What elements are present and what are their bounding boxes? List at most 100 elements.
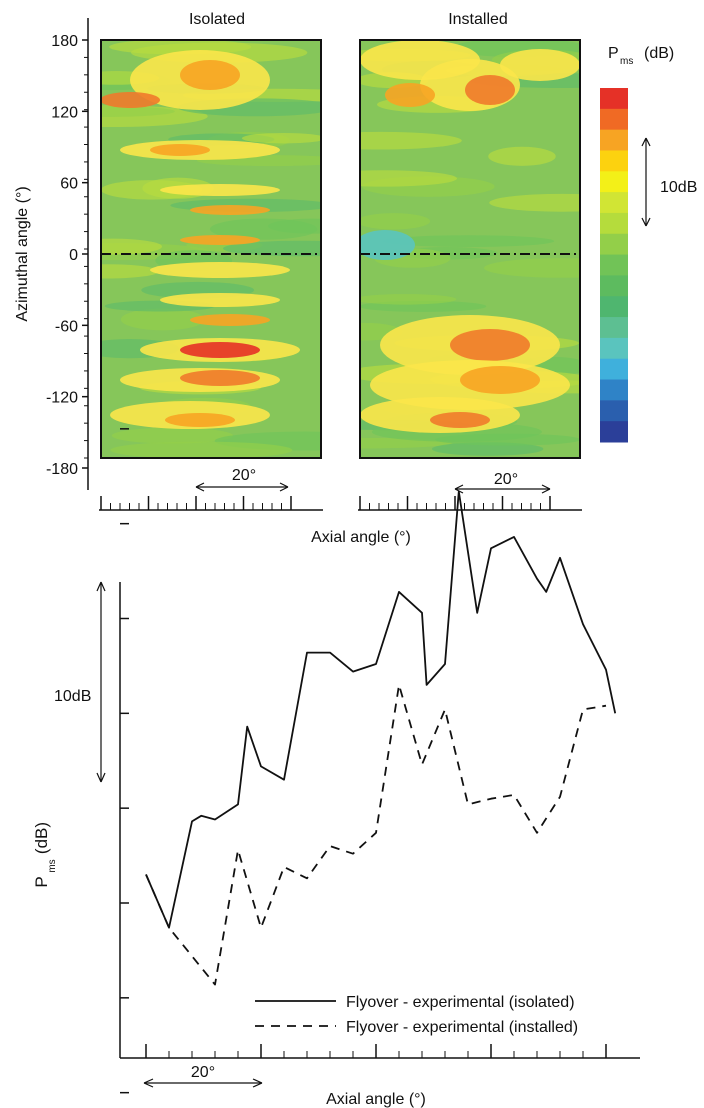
colorbar-cell (600, 254, 628, 276)
y-axis-azimuthal: 180 120 60 0 -60 -120 -180 (46, 18, 89, 490)
heatmap-band (241, 133, 321, 144)
heatmap-band (483, 258, 580, 278)
heatmap-panel-installed (360, 40, 580, 458)
heatmap-hotspot (385, 83, 435, 107)
heatmap-hotspot (430, 412, 490, 428)
x-axis-installed (358, 496, 582, 511)
legend-label-installed: Flyover - experimental (installed) (346, 1019, 578, 1036)
heatmap-band (382, 235, 555, 247)
scale-label-bottom: 20° (191, 1064, 215, 1081)
heatmap-band (360, 170, 458, 187)
heatmap-hotspot (150, 262, 290, 278)
y-tick-label: -120 (46, 390, 78, 407)
colorbar-cell (600, 129, 628, 151)
scale-label-isolated: 20° (232, 467, 256, 484)
heatmap-band (101, 238, 163, 255)
heatmap-band (120, 308, 205, 331)
heatmap-band (110, 441, 293, 458)
y-tick-label: -180 (46, 461, 78, 478)
x-axis-label-top: Axial angle (°) (311, 529, 411, 546)
heatmap-hotspot (180, 60, 240, 90)
colorbar-title-sub: ms (620, 56, 633, 67)
y-tick-label: 0 (69, 247, 78, 264)
colorbar-cell (600, 421, 628, 443)
heatmap-band (360, 213, 431, 230)
heatmap-panel-isolated (101, 40, 321, 458)
x-axis-label-bottom: Axial angle (°) (326, 1091, 426, 1108)
line-chart: 10dB P ms (dB) 20° Axial angle (°) Flyov… (32, 428, 640, 1108)
heatmap-band (488, 146, 556, 166)
heatmap-band (435, 433, 580, 446)
heatmap-field-isolated (101, 40, 321, 458)
series-line-installed (145, 684, 607, 986)
colorbar-cell (600, 212, 628, 235)
range-arrow-10db (96, 581, 106, 783)
heatmap-hotspot (360, 230, 415, 260)
colorbar-cell (600, 337, 628, 360)
heatmap-hotspot (180, 342, 260, 358)
heatmap-hotspot (465, 75, 515, 105)
heatmap-hotspot (450, 329, 530, 361)
colorbar-cell (600, 296, 628, 318)
heatmap-hotspot (160, 184, 280, 196)
heatmap-hotspot (165, 413, 235, 427)
y-axis-label-unit: (dB) (32, 822, 51, 854)
colorbar-cell (600, 317, 628, 339)
y-axis-label-azimuthal: Azimuthal angle (°) (14, 186, 31, 321)
heatmap-band (101, 180, 203, 200)
heatmap-hotspot (190, 205, 270, 215)
scale-arrow-bottom (143, 1078, 263, 1088)
colorbar-cell (600, 400, 628, 422)
y-axis-label-main: P (32, 876, 51, 887)
legend-label-isolated: Flyover - experimental (isolated) (346, 994, 575, 1011)
colorbar-cell (600, 358, 628, 381)
colorbar (600, 88, 628, 443)
heatmap-hotspot (160, 293, 280, 307)
colorbar-cell (600, 233, 628, 256)
panel-frame-installed (359, 39, 581, 459)
y-tick-label: 120 (51, 104, 78, 121)
y-tick-label: 180 (51, 33, 78, 50)
heatmap-band (222, 240, 321, 257)
y-axis-label-pms: P ms (dB) (32, 822, 58, 888)
y-axis-label-sub: ms (47, 859, 58, 872)
colorbar-cell (600, 150, 628, 172)
colorbar-cell (600, 275, 628, 297)
scale-arrow-isolated (195, 482, 289, 492)
colorbar-cell (600, 192, 628, 214)
colorbar-title: P ms (dB) (608, 45, 674, 67)
heatmap-hotspot (180, 370, 260, 386)
heatmap-band (360, 294, 457, 305)
panel-frame-isolated (100, 39, 322, 459)
colorbar-range-arrow (641, 137, 651, 227)
heatmap-band (111, 427, 234, 444)
panel-title-isolated: Isolated (189, 11, 245, 28)
scale-label-installed: 20° (494, 471, 518, 488)
heatmap-hotspot (180, 235, 260, 245)
heatmap-band (101, 105, 175, 117)
colorbar-range-label: 10dB (660, 179, 697, 196)
heatmap-band (489, 193, 580, 212)
colorbar-cell (600, 171, 628, 193)
colorbar-cell (600, 108, 628, 131)
heatmap-band (209, 218, 318, 240)
x-axis-isolated (99, 496, 323, 511)
legend: Flyover - experimental (isolated) Flyove… (255, 994, 578, 1036)
heatmap-hotspot (101, 92, 160, 108)
heatmap-field-installed (360, 40, 580, 456)
colorbar-cell (600, 88, 628, 110)
panel-title-installed: Installed (448, 11, 508, 28)
heatmap-hotspot (190, 314, 270, 326)
y-tick-label: -60 (55, 318, 78, 335)
series-line-isolated (145, 490, 617, 929)
y-axis-pms (119, 428, 129, 1094)
heatmap-band (431, 442, 544, 456)
colorbar-title-unit: (dB) (644, 45, 674, 62)
y-tick-label: 60 (60, 176, 78, 193)
colorbar-title-main: P (608, 45, 619, 62)
heatmap-hotspot (460, 366, 540, 394)
heatmap-hotspot (500, 49, 580, 81)
x-axis-bottom (120, 1044, 640, 1059)
line-series-group (145, 490, 617, 986)
